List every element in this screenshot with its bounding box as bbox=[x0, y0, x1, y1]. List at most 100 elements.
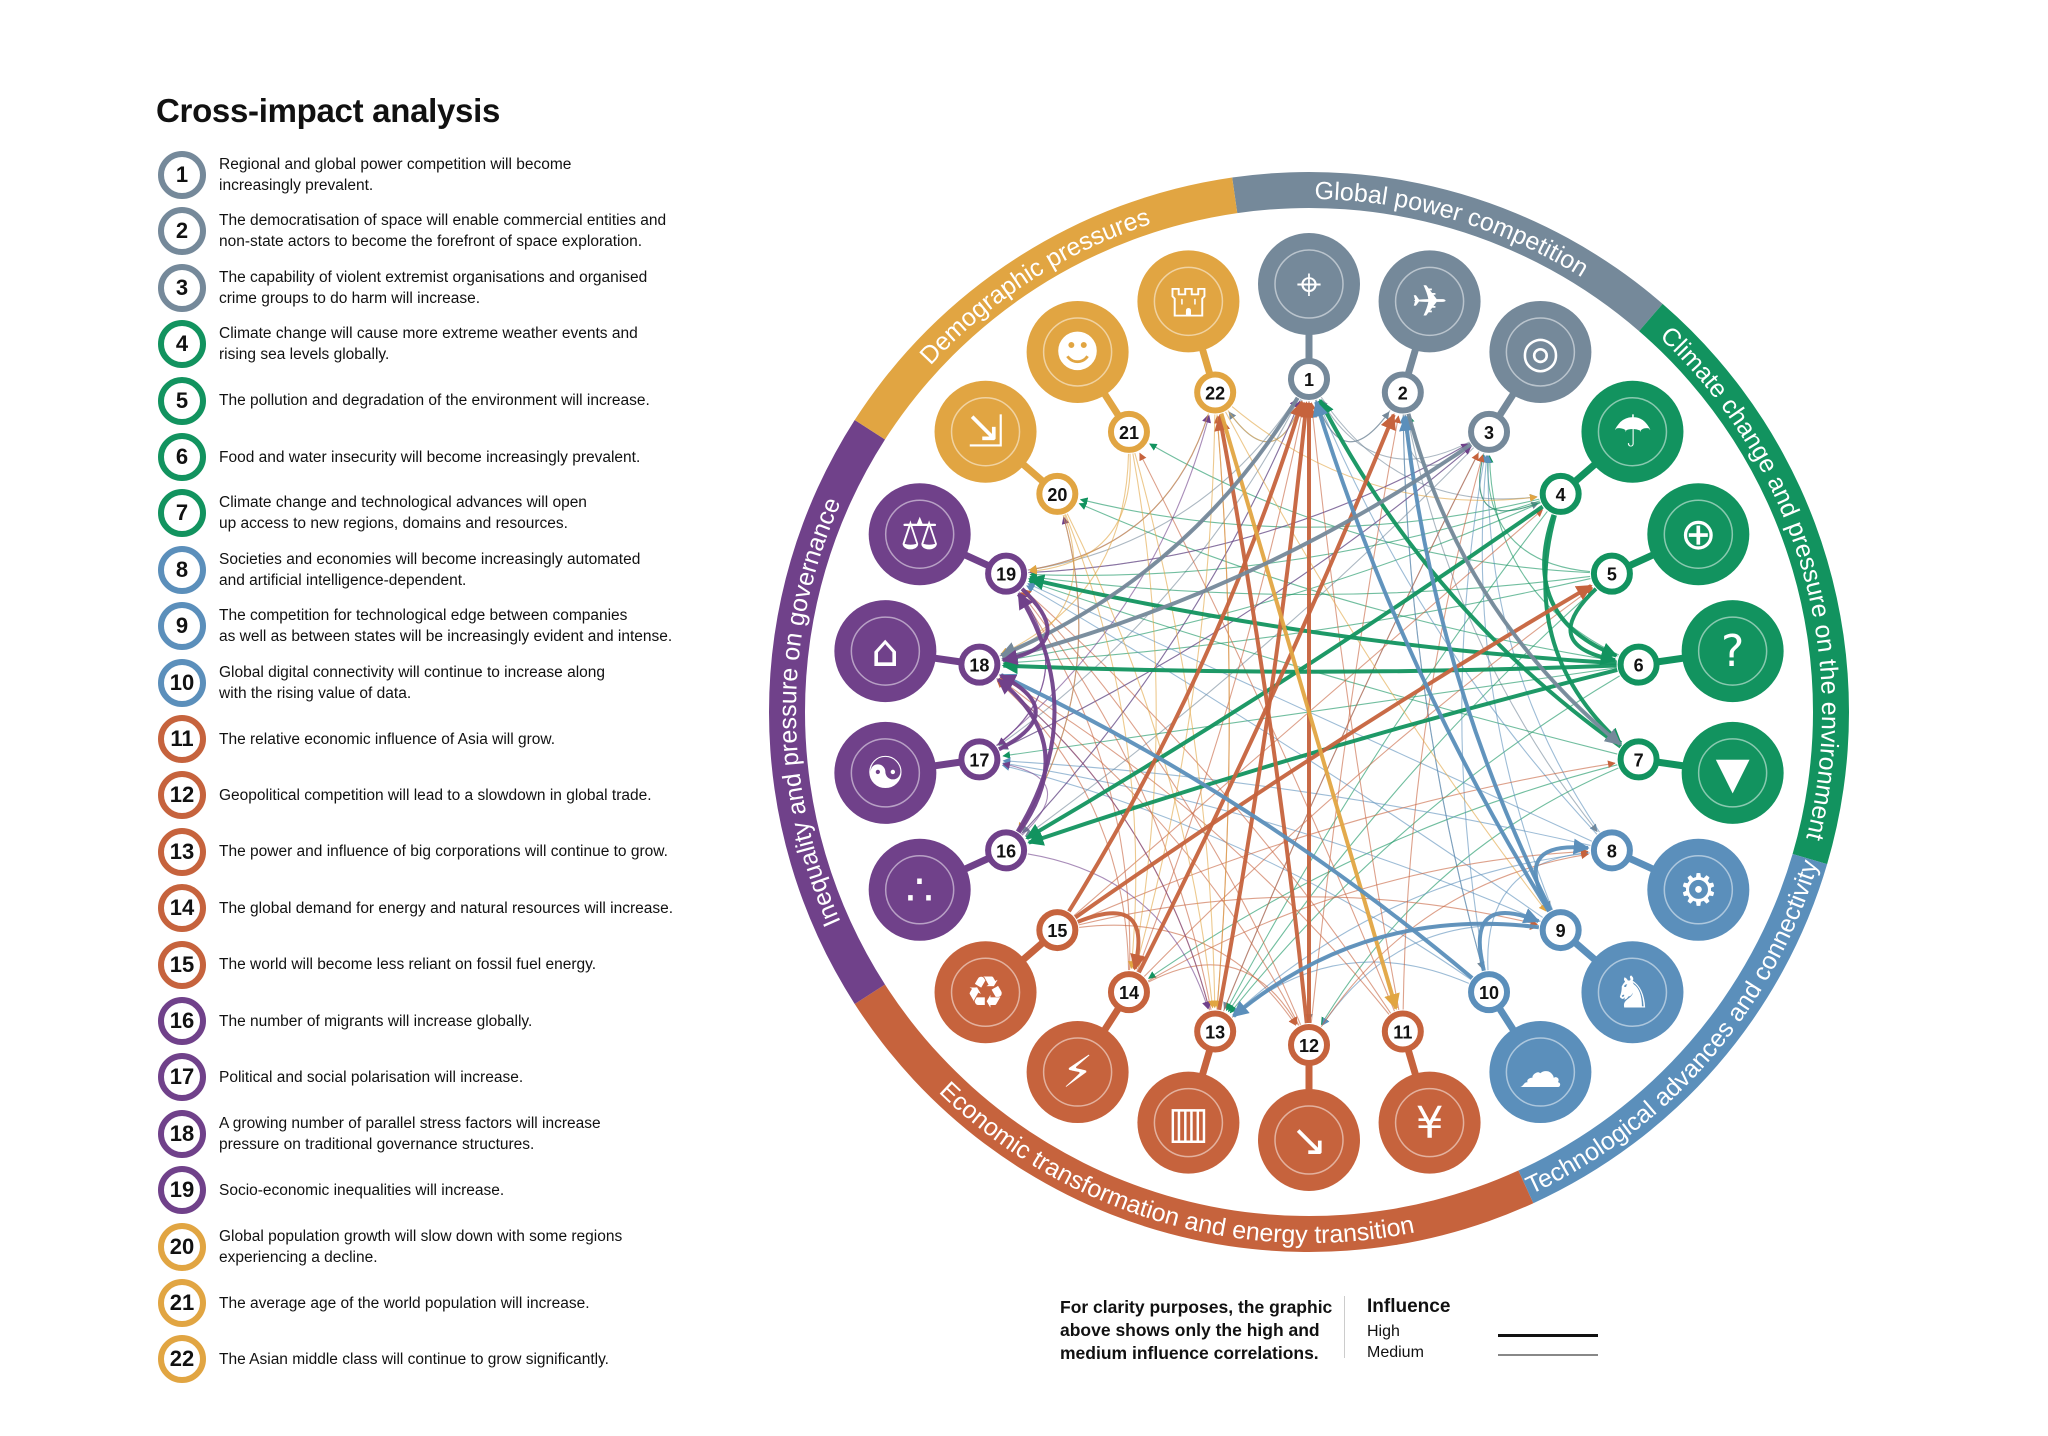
medium-influence-edge-22-to-9 bbox=[1225, 411, 1547, 912]
item-description: Global digital connectivity will continu… bbox=[219, 663, 605, 702]
svg-text:∴: ∴ bbox=[906, 865, 934, 916]
high-influence-edge-16-to-18 bbox=[996, 677, 1048, 834]
node-number: 14 bbox=[1119, 983, 1139, 1003]
high-influence-edge-2-to-7 bbox=[1406, 413, 1622, 746]
legend-title: Influence bbox=[1367, 1296, 1451, 1317]
item-number-badge: 16 bbox=[158, 997, 206, 1045]
medium-influence-edge-15-to-12 bbox=[1079, 924, 1297, 1026]
factor-node-22: 22 bbox=[1194, 371, 1237, 414]
impact-list-item: 2 The democratisation of space will enabl… bbox=[156, 206, 716, 256]
high-influence-edge-9-to-13 bbox=[1232, 921, 1540, 1018]
svg-text:▥: ▥ bbox=[1168, 1098, 1210, 1149]
high-influence-edge-4-to-6 bbox=[1542, 514, 1618, 658]
medium-influence-edge-16-to-13 bbox=[1027, 853, 1210, 1010]
medium-influence-edge-6-to-3 bbox=[1485, 455, 1620, 656]
impact-list-item: 12 Geopolitical competition will lead to … bbox=[156, 770, 716, 820]
medium-influence-edge-9-to-3 bbox=[1481, 454, 1554, 910]
legend-medium-line bbox=[1498, 1354, 1598, 1356]
item-description: The competition for technological edge b… bbox=[219, 607, 673, 646]
impact-list-item: 14 The global demand for energy and natur… bbox=[156, 883, 716, 933]
svg-text:♻: ♻ bbox=[966, 967, 1005, 1018]
item-number-badge: 18 bbox=[158, 1109, 206, 1158]
high-influence-edge-4-to-7 bbox=[1543, 514, 1623, 745]
high-influence-edge-9-to-8 bbox=[1533, 838, 1590, 913]
rocket-icon: ✈ bbox=[1378, 250, 1481, 394]
factor-node-11: 11 bbox=[1381, 1010, 1424, 1053]
impact-list-item: 19 Socio-economic inequalities will incre… bbox=[156, 1165, 716, 1215]
buildings-icon: ▥ bbox=[1137, 1030, 1240, 1174]
high-influence-edge-7-to-1 bbox=[1318, 398, 1622, 749]
iceberg-icon: ▼ bbox=[1638, 721, 1784, 824]
food-water-question-icon: ? bbox=[1638, 600, 1784, 703]
node-number: 17 bbox=[969, 750, 989, 770]
svg-text:⚙: ⚙ bbox=[1679, 865, 1718, 916]
category-segment-climate bbox=[1639, 303, 1849, 865]
high-influence-edge-10-to-9 bbox=[1477, 908, 1540, 972]
cloud-globe-icon: ☁ bbox=[1486, 990, 1592, 1124]
factor-node-20: 20 bbox=[1036, 472, 1079, 515]
node-number: 12 bbox=[1299, 1036, 1319, 1056]
chess-circuit-icon: ♞ bbox=[1558, 927, 1684, 1044]
high-influence-edge-9-to-1 bbox=[1312, 400, 1551, 913]
factor-node-6: 6 bbox=[1617, 643, 1660, 686]
item-description: Climate change and technological advance… bbox=[219, 494, 587, 533]
medium-influence-edge-22-to-19 bbox=[1029, 413, 1210, 573]
medium-influence-edge-7-to-14 bbox=[1148, 764, 1618, 979]
impact-list-item: 20 Global population growth will slow dow… bbox=[156, 1222, 716, 1272]
medium-influence-edge-18-to-13 bbox=[996, 678, 1211, 1010]
impact-list-item: 16 The number of migrants will increase g… bbox=[156, 996, 716, 1046]
legend-high-label: High bbox=[1367, 1323, 1400, 1340]
factor-node-21: 21 bbox=[1107, 410, 1150, 453]
high-influence-edge-19-to-18 bbox=[1001, 587, 1050, 666]
medium-influence-edge-21-to-19 bbox=[1029, 453, 1131, 575]
legend-note: For clarity purposes, the graphic above … bbox=[1060, 1297, 1333, 1363]
item-number-badge: 17 bbox=[158, 1053, 206, 1102]
legend-high-line bbox=[1498, 1334, 1598, 1337]
factor-node-9: 9 bbox=[1539, 909, 1582, 952]
svg-text:⌖: ⌖ bbox=[1297, 259, 1322, 310]
node-number: 20 bbox=[1047, 485, 1067, 505]
medium-influence-edge-10-to-17 bbox=[1001, 763, 1472, 981]
medium-influence-edge-16-to-17 bbox=[1002, 761, 1049, 836]
node-number: 19 bbox=[996, 565, 1016, 585]
node-number: 15 bbox=[1047, 921, 1067, 941]
fingerprint-icon: ◎ bbox=[1486, 300, 1592, 434]
high-influence-edge-5-to-6 bbox=[1568, 587, 1617, 666]
item-description: The capability of violent extremist orga… bbox=[219, 268, 648, 307]
impact-list-item: 4 Climate change will cause more extreme … bbox=[156, 319, 716, 369]
category-segment-power bbox=[1232, 172, 1663, 332]
high-influence-edge-14-to-2 bbox=[1137, 413, 1396, 974]
influence-edges bbox=[996, 396, 1623, 1028]
item-number-badge: 21 bbox=[158, 1279, 206, 1327]
item-description: The pollution and degradation of the env… bbox=[219, 392, 650, 410]
item-number-badge: 8 bbox=[158, 545, 206, 594]
category-segment-demographic bbox=[854, 177, 1238, 440]
impact-list-item: 7 Climate change and technological advanc… bbox=[156, 488, 716, 538]
medium-influence-edge-3-to-1 bbox=[1320, 399, 1470, 460]
medium-influence-edge-21-to-18 bbox=[1000, 453, 1130, 655]
green-plug-icon: ♻ bbox=[934, 927, 1060, 1044]
impact-list-item: 3 The capability of violent extremist org… bbox=[156, 263, 716, 313]
impact-list-item: 17 Political and social polarisation will… bbox=[156, 1052, 716, 1102]
node-number: 18 bbox=[969, 656, 989, 676]
svg-text:⇲: ⇲ bbox=[967, 407, 1004, 458]
medium-influence-edge-10-to-8 bbox=[1487, 849, 1589, 971]
factor-node-7: 7 bbox=[1617, 738, 1660, 781]
medium-influence-edge-17-to-22 bbox=[996, 414, 1211, 746]
high-influence-edge-15-to-5 bbox=[1074, 584, 1593, 920]
impact-list-item: 21 The average age of the world populatio… bbox=[156, 1278, 716, 1328]
impact-list-item: 11 The relative economic influence of Asi… bbox=[156, 714, 716, 764]
item-description: The Asian middle class will continue to … bbox=[219, 1350, 609, 1368]
declining-chart-icon: ↘ bbox=[1258, 1045, 1360, 1191]
item-number-badge: 15 bbox=[158, 940, 206, 989]
medium-influence-edge-2-to-3 bbox=[1403, 414, 1471, 466]
item-number-badge: 7 bbox=[158, 489, 206, 538]
high-influence-edge-9-to-2 bbox=[1398, 414, 1553, 912]
medium-influence-edge-11-to-1 bbox=[1308, 402, 1400, 1010]
item-description: Global population growth will slow down … bbox=[219, 1227, 623, 1266]
item-number-badge: 3 bbox=[158, 263, 206, 312]
item-number-badge: 22 bbox=[158, 1335, 206, 1384]
impact-list-item: 10 Global digital connectivity will conti… bbox=[156, 658, 716, 708]
medium-influence-edge-14-to-1 bbox=[1136, 401, 1307, 972]
